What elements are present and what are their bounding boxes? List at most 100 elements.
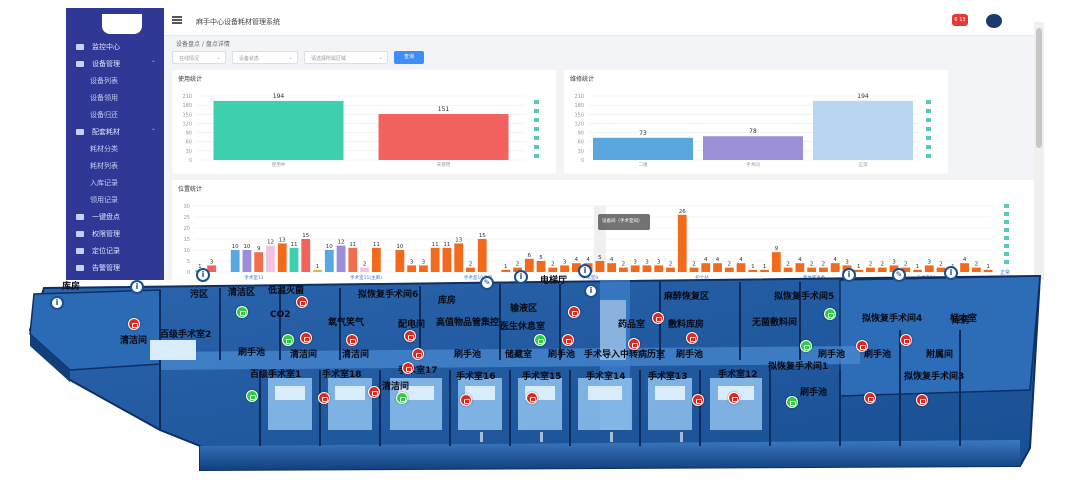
- bar[interactable]: [378, 113, 509, 160]
- toolbox-icon[interactable]: [1004, 260, 1009, 264]
- room-recovery-5[interactable]: 拟恢复手术间5: [774, 292, 835, 302]
- device-pin-offline-icon[interactable]: [404, 330, 416, 342]
- device-pin-online-icon[interactable]: [800, 340, 812, 352]
- bar[interactable]: [430, 247, 440, 272]
- sidebar-item[interactable]: 设备管理 ⌃: [66, 55, 164, 72]
- person-icon[interactable]: i: [944, 266, 958, 280]
- sidebar-item[interactable]: 设备归还: [66, 106, 164, 123]
- bar[interactable]: [513, 267, 522, 272]
- room-anesthesia-recovery[interactable]: 麻醉恢复区: [664, 292, 710, 302]
- bar[interactable]: [724, 267, 734, 272]
- bar[interactable]: [348, 247, 358, 272]
- device-pin-offline-icon[interactable]: [368, 386, 380, 398]
- bar[interactable]: [701, 263, 711, 272]
- bar[interactable]: [901, 267, 911, 272]
- bar[interactable]: [213, 100, 344, 160]
- bar[interactable]: [289, 247, 299, 272]
- toolbox-icon[interactable]: [534, 127, 539, 131]
- bar[interactable]: [771, 252, 781, 272]
- bar[interactable]: [713, 263, 722, 272]
- bar[interactable]: [442, 247, 452, 272]
- sidebar-item[interactable]: 耗材列表: [66, 157, 164, 174]
- device-pin-online-icon[interactable]: [534, 334, 546, 346]
- bar[interactable]: [560, 265, 569, 272]
- person-icon[interactable]: i: [578, 264, 592, 278]
- room-scrub-5[interactable]: 刷手池: [818, 350, 846, 360]
- bar[interactable]: [854, 269, 864, 272]
- room-records[interactable]: 中转病历室: [620, 350, 666, 360]
- person-icon[interactable]: i: [130, 280, 144, 294]
- bar[interactable]: [466, 267, 475, 272]
- room-or-13[interactable]: 手术室13: [648, 372, 688, 382]
- bar[interactable]: [703, 136, 803, 160]
- bar[interactable]: [654, 265, 664, 272]
- device-pin-offline-icon[interactable]: [728, 392, 740, 404]
- toolbox-icon[interactable]: [1004, 236, 1009, 240]
- room-storage-left[interactable]: 库房: [62, 282, 81, 292]
- room-co2[interactable]: CO2: [270, 310, 291, 320]
- device-pin-offline-icon[interactable]: [412, 348, 424, 360]
- device-pin-online-icon[interactable]: [786, 396, 798, 408]
- toolbox-icon[interactable]: [1004, 212, 1009, 216]
- device-pin-offline-icon[interactable]: [628, 338, 640, 350]
- sidebar-item[interactable]: 领用记录: [66, 191, 164, 208]
- sidebar-item[interactable]: 耗材分类: [66, 140, 164, 157]
- bar[interactable]: [936, 267, 946, 272]
- tool-icon[interactable]: ✎: [892, 268, 906, 282]
- toolbox-icon[interactable]: [926, 118, 931, 122]
- room-scrub-6[interactable]: 刷手池: [864, 350, 892, 360]
- device-pin-offline-icon[interactable]: [346, 334, 358, 346]
- room-or-2[interactable]: 百级手术室2: [160, 330, 212, 340]
- room-doctor-lounge[interactable]: 医生休息室: [500, 322, 546, 332]
- room-or-18[interactable]: 手术室18: [322, 370, 362, 380]
- device-pin-offline-icon[interactable]: [318, 392, 330, 404]
- device-pin-offline-icon[interactable]: [900, 334, 912, 346]
- device-pin-offline-icon[interactable]: [460, 394, 472, 406]
- bar[interactable]: [783, 267, 793, 272]
- room-cleaning-1[interactable]: 清洁间: [120, 336, 148, 346]
- room-recovery-4[interactable]: 拟恢复手术间4: [862, 314, 923, 324]
- room-storage-mid[interactable]: 库房: [438, 296, 457, 306]
- sidebar-item[interactable]: 设备列表: [66, 72, 164, 89]
- bar[interactable]: [360, 267, 369, 272]
- toolbox-icon[interactable]: [534, 136, 539, 140]
- device-pin-online-icon[interactable]: [236, 306, 248, 318]
- room-specimen[interactable]: 标本室: [950, 314, 978, 324]
- bar[interactable]: [689, 267, 699, 272]
- device-pin-offline-icon[interactable]: [402, 362, 414, 374]
- toolbox-icon[interactable]: [926, 136, 931, 140]
- toolbox-icon[interactable]: [534, 154, 539, 158]
- room-clean-zone[interactable]: 清洁区: [228, 288, 256, 298]
- toolbox-icon[interactable]: [534, 109, 539, 113]
- bar[interactable]: [336, 245, 346, 272]
- bar[interactable]: [230, 250, 240, 272]
- bar[interactable]: [760, 269, 769, 272]
- device-pin-online-icon[interactable]: [396, 392, 408, 404]
- sidebar-item[interactable]: 设备领用: [66, 89, 164, 106]
- bar[interactable]: [501, 269, 511, 272]
- bar[interactable]: [395, 250, 405, 272]
- room-dirty-zone[interactable]: 污区: [190, 290, 209, 300]
- device-pin-offline-icon[interactable]: [916, 394, 928, 406]
- device-pin-offline-icon[interactable]: [864, 392, 876, 404]
- bar[interactable]: [593, 137, 693, 160]
- bar[interactable]: [971, 267, 981, 272]
- bar[interactable]: [924, 265, 934, 272]
- device-status-select[interactable]: 设备状态 ⌄: [232, 51, 298, 64]
- room-low-temp-sterilization[interactable]: 低温灭菌: [268, 286, 305, 296]
- bar[interactable]: [407, 265, 417, 272]
- device-pin-offline-icon[interactable]: [692, 394, 704, 406]
- bar[interactable]: [983, 269, 993, 272]
- scrollbar-thumb[interactable]: [1036, 28, 1042, 148]
- person-icon[interactable]: i: [50, 296, 64, 310]
- bar[interactable]: [913, 269, 922, 272]
- device-pin-offline-icon[interactable]: [562, 334, 574, 346]
- sidebar-item[interactable]: 一键盘点: [66, 208, 164, 225]
- bar[interactable]: [313, 269, 322, 272]
- online-status-select[interactable]: 在线情况 ⌄: [172, 51, 226, 64]
- bar[interactable]: [830, 263, 840, 272]
- room-storage-right[interactable]: 库房: [952, 316, 971, 326]
- room-infusion[interactable]: 输液区: [510, 304, 538, 314]
- query-button[interactable]: 查询: [394, 51, 424, 64]
- room-cleaning-3[interactable]: 清洁间: [342, 350, 370, 360]
